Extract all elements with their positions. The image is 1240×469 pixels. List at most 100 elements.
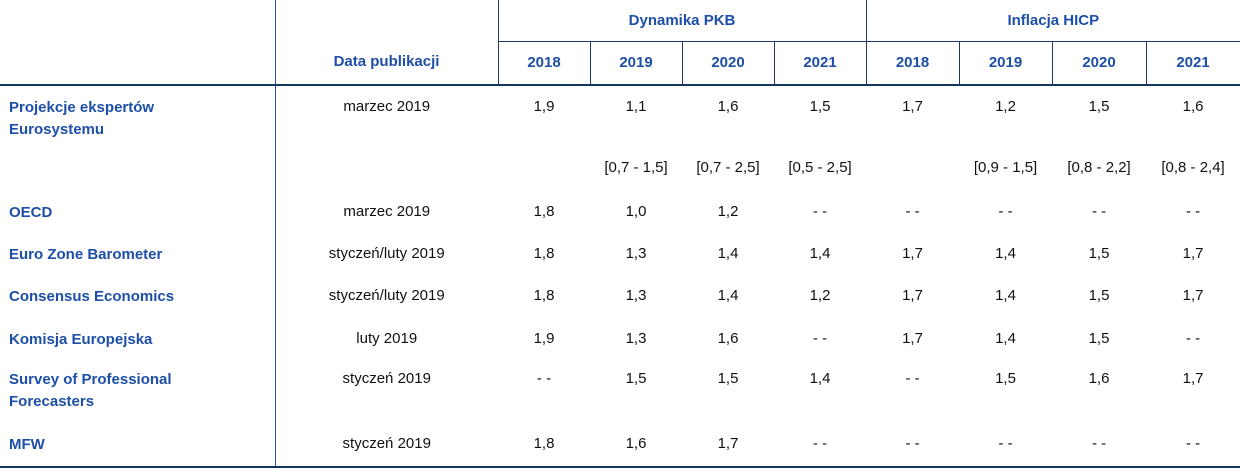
pkb-2020-value: 1,6: [717, 98, 739, 115]
row-label-cell: Euro Zone Barometer: [0, 235, 276, 277]
row-label-cell: Komisja Europejska: [0, 320, 276, 360]
hicp-2019-value: 1,2: [995, 98, 1016, 115]
pkb-2021-value: - -: [812, 330, 828, 347]
hicp-2020-value: 1,5: [1088, 245, 1110, 262]
hicp-2018-range: [866, 131, 959, 193]
pkb-2019-value: 1,6: [590, 425, 682, 468]
pkb-2019-range: [0,7 - 1,5]: [604, 159, 668, 176]
hicp-2021-range: [0,8 - 2,4]: [1161, 159, 1225, 176]
hicp-2019-value: 1,5: [995, 370, 1016, 387]
publication-date: luty 2019: [356, 330, 418, 347]
date-column-header: Data publikacji: [275, 0, 498, 86]
pkb-2021-range: [0,5 - 2,5]: [788, 159, 852, 176]
hicp-2021-value: 1,7: [1182, 245, 1204, 262]
hicp-2020-value: 1,5: [1088, 330, 1110, 347]
hicp-2018-value: 1,7: [902, 287, 923, 304]
row-label-text: Consensus Economics: [9, 288, 175, 305]
hicp-2020-value: - -: [1052, 425, 1147, 468]
row-label-text: Euro Zone Barometer: [9, 246, 163, 263]
publication-date: styczeń 2019: [342, 370, 431, 387]
year-header-pkb-2019: 2019: [589, 41, 682, 86]
hicp-2020-range: [0,8 - 2,2]: [1067, 159, 1131, 176]
hicp-2019-value: 1,4: [995, 287, 1016, 304]
pkb-2018-value: 1,8: [533, 203, 555, 220]
year-header-pkb-2021: 2021: [773, 41, 867, 86]
header-group-row: Data publikacji Dynamika PKB Inflacja HI…: [0, 0, 1240, 86]
hicp-2019-range: [0,9 - 1,5]: [973, 159, 1038, 176]
table-row-komisja-europejska: Komisja Europejska luty 2019 1,9 1,3 1,6…: [0, 320, 1240, 360]
year-header-hicp-2019: 2019: [958, 41, 1053, 86]
hicp-2020-value: 1,5: [1088, 287, 1110, 304]
pkb-2019-value: 1,0: [625, 203, 647, 220]
publication-date: styczeń/luty 2019: [328, 245, 445, 262]
row-label-text: Komisja Europejska: [9, 331, 153, 348]
pkb-2021-value: 1,4: [809, 245, 831, 262]
hicp-2021-value: 1,7: [1182, 370, 1204, 387]
hicp-2021-value: 1,6: [1182, 98, 1204, 115]
pkb-2019-value: 1,3: [625, 245, 647, 262]
header-year-row: 2018 2019 2020 2021 2018 2019 2020 2021: [0, 41, 1240, 86]
pkb-2018-value: - -: [536, 370, 552, 387]
pkb-2021-value: - -: [774, 425, 867, 468]
table-row-eurosystem-ranges: [0,7 - 1,5] [0,7 - 2,5] [0,5 - 2,5] [0,9…: [0, 131, 1240, 193]
hicp-2019-value: 1,4: [995, 330, 1016, 347]
row-label-text: OECD: [9, 204, 53, 221]
year-header-hicp-2021: 2021: [1145, 41, 1240, 86]
pkb-2021-value: - -: [812, 203, 828, 220]
publication-date: styczeń 2019: [275, 425, 498, 468]
hicp-2019-value: - -: [998, 203, 1013, 220]
year-header-pkb-2018: 2018: [497, 41, 590, 86]
table-row-oecd: OECD marzec 2019 1,8 1,0 1,2 - - - - - -…: [0, 193, 1240, 235]
pkb-2019-value: 1,1: [625, 98, 647, 115]
row-label-cell: MFW: [0, 425, 276, 468]
range-date-spacer: [275, 131, 498, 193]
table-row-consensus-economics: Consensus Economics styczeń/luty 2019 1,…: [0, 277, 1240, 320]
pkb-2020-range: [0,7 - 2,5]: [696, 159, 760, 176]
hicp-2018-value: 1,7: [902, 245, 923, 262]
pkb-2018-value: 1,9: [533, 98, 555, 115]
hicp-2021-value: 1,7: [1182, 287, 1204, 304]
hicp-2019-value: - -: [959, 425, 1053, 468]
group-header-hicp: Inflacja HICP: [865, 0, 1240, 42]
pkb-2018-value: 1,8: [498, 425, 590, 468]
pkb-2018-value: 1,8: [533, 287, 555, 304]
hicp-2018-value: 1,7: [902, 98, 923, 115]
pkb-2018-value: 1,8: [533, 245, 555, 262]
pkb-2021-value: 1,4: [809, 370, 831, 387]
publication-date: marzec 2019: [343, 203, 431, 220]
row-label-text: Survey of Professional Forecasters: [9, 371, 172, 410]
pkb-2020-value: 1,4: [717, 245, 739, 262]
table-row-mfw: MFW styczeń 2019 1,8 1,6 1,7 - - - - - -…: [0, 425, 1240, 468]
row-label-cell: Survey of Professional Forecasters: [0, 360, 276, 425]
year-header-pkb-2020: 2020: [681, 41, 774, 86]
group-header-pkb: Dynamika PKB: [497, 0, 867, 42]
publication-date: marzec 2019: [343, 98, 431, 115]
hicp-2020-value: 1,5: [1088, 98, 1110, 115]
hicp-2018-value: - -: [905, 370, 920, 387]
row-label-cell: Consensus Economics: [0, 277, 276, 320]
pkb-2018-value: 1,9: [533, 330, 555, 347]
hicp-2018-value: - -: [866, 425, 960, 468]
table-row-spf: Survey of Professional Forecasters stycz…: [0, 360, 1240, 425]
hicp-2018-value: - -: [905, 203, 920, 220]
publication-date: styczeń/luty 2019: [328, 287, 445, 304]
hicp-2021-value: - -: [1185, 330, 1201, 347]
pkb-2020-value: 1,6: [717, 330, 739, 347]
pkb-2020-value: 1,2: [717, 203, 739, 220]
table-row-eurosystem: Projekcje ekspertów Eurosystemu marzec 2…: [0, 85, 1240, 193]
pkb-2019-value: 1,3: [625, 330, 647, 347]
hicp-2018-value: 1,7: [902, 330, 923, 347]
hicp-2021-value: - -: [1185, 203, 1201, 220]
row-label-text: MFW: [9, 436, 45, 453]
year-header-hicp-2020: 2020: [1051, 41, 1147, 86]
pkb-2019-value: 1,3: [625, 287, 647, 304]
row-label-cell: OECD: [0, 193, 276, 235]
pkb-2020-value: 1,7: [682, 425, 774, 468]
year-header-hicp-2018: 2018: [865, 41, 960, 86]
table-row-euro-zone-barometer: Euro Zone Barometer styczeń/luty 2019 1,…: [0, 235, 1240, 277]
hicp-2020-value: 1,6: [1088, 370, 1110, 387]
hicp-2020-value: - -: [1091, 203, 1107, 220]
pkb-2021-value: 1,5: [809, 98, 831, 115]
